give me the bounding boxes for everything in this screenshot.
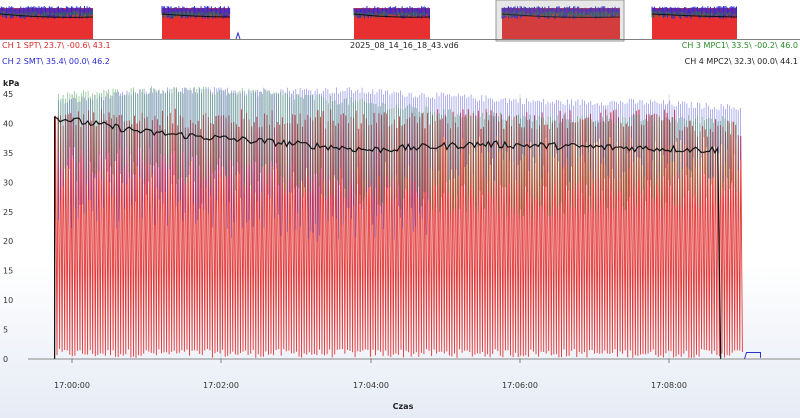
- overview-strip[interactable]: [0, 0, 800, 42]
- y-tick-label: 45: [3, 90, 13, 99]
- x-tick-label: 17:00:00: [54, 381, 90, 390]
- x-tick-label: 17:08:00: [651, 381, 687, 390]
- x-tick-label: 17:02:00: [203, 381, 239, 390]
- channel-1-label: CH 1 SPT\ 23.7\ -00.6\ 43.1: [2, 41, 111, 50]
- overview-segment: [501, 6, 621, 39]
- overview-segment: [651, 6, 738, 39]
- channel-3-label: CH 3 MPC1\ 33.5\ -00.2\ 46.0: [681, 41, 798, 50]
- overview-blip: [235, 31, 241, 40]
- x-axis-label: Czas: [393, 402, 414, 411]
- y-axis-label: kPa: [3, 79, 19, 88]
- y-tick-label: 15: [3, 267, 13, 276]
- file-name: 2025_08_14_16_18_43.vd6: [350, 41, 459, 50]
- channel-4-label: CH 4 MPC2\ 32.3\ 00.0\ 44.1: [684, 57, 798, 66]
- y-tick-label: 20: [3, 237, 13, 246]
- series-ch1-spt-line: [54, 108, 743, 360]
- channel-2-label: CH 2 SMT\ 35.4\ 00.0\ 46.2: [2, 57, 110, 66]
- overview-segment: [353, 6, 431, 39]
- y-tick-label: 40: [3, 119, 13, 128]
- overview-segment: [161, 6, 231, 39]
- y-tick-label: 10: [3, 296, 13, 305]
- x-tick-label: 17:06:00: [502, 381, 538, 390]
- y-tick-label: 0: [3, 355, 8, 364]
- y-tick-label: 5: [3, 326, 8, 335]
- overview-segment: [0, 6, 94, 39]
- y-tick-label: 30: [3, 178, 13, 187]
- x-tick-label: 17:04:00: [353, 381, 389, 390]
- series-ch2-tail: [744, 352, 761, 360]
- overview-selection-window[interactable]: [495, 0, 625, 42]
- y-tick-label: 25: [3, 208, 13, 217]
- y-tick-label: 35: [3, 149, 13, 158]
- series-ch4-mpc2-line: [54, 115, 722, 360]
- pressure-chart[interactable]: 0 5 10 15 20 25 30 35 40 45 17:00:00 17:02:00 17:04…: [0, 76, 800, 418]
